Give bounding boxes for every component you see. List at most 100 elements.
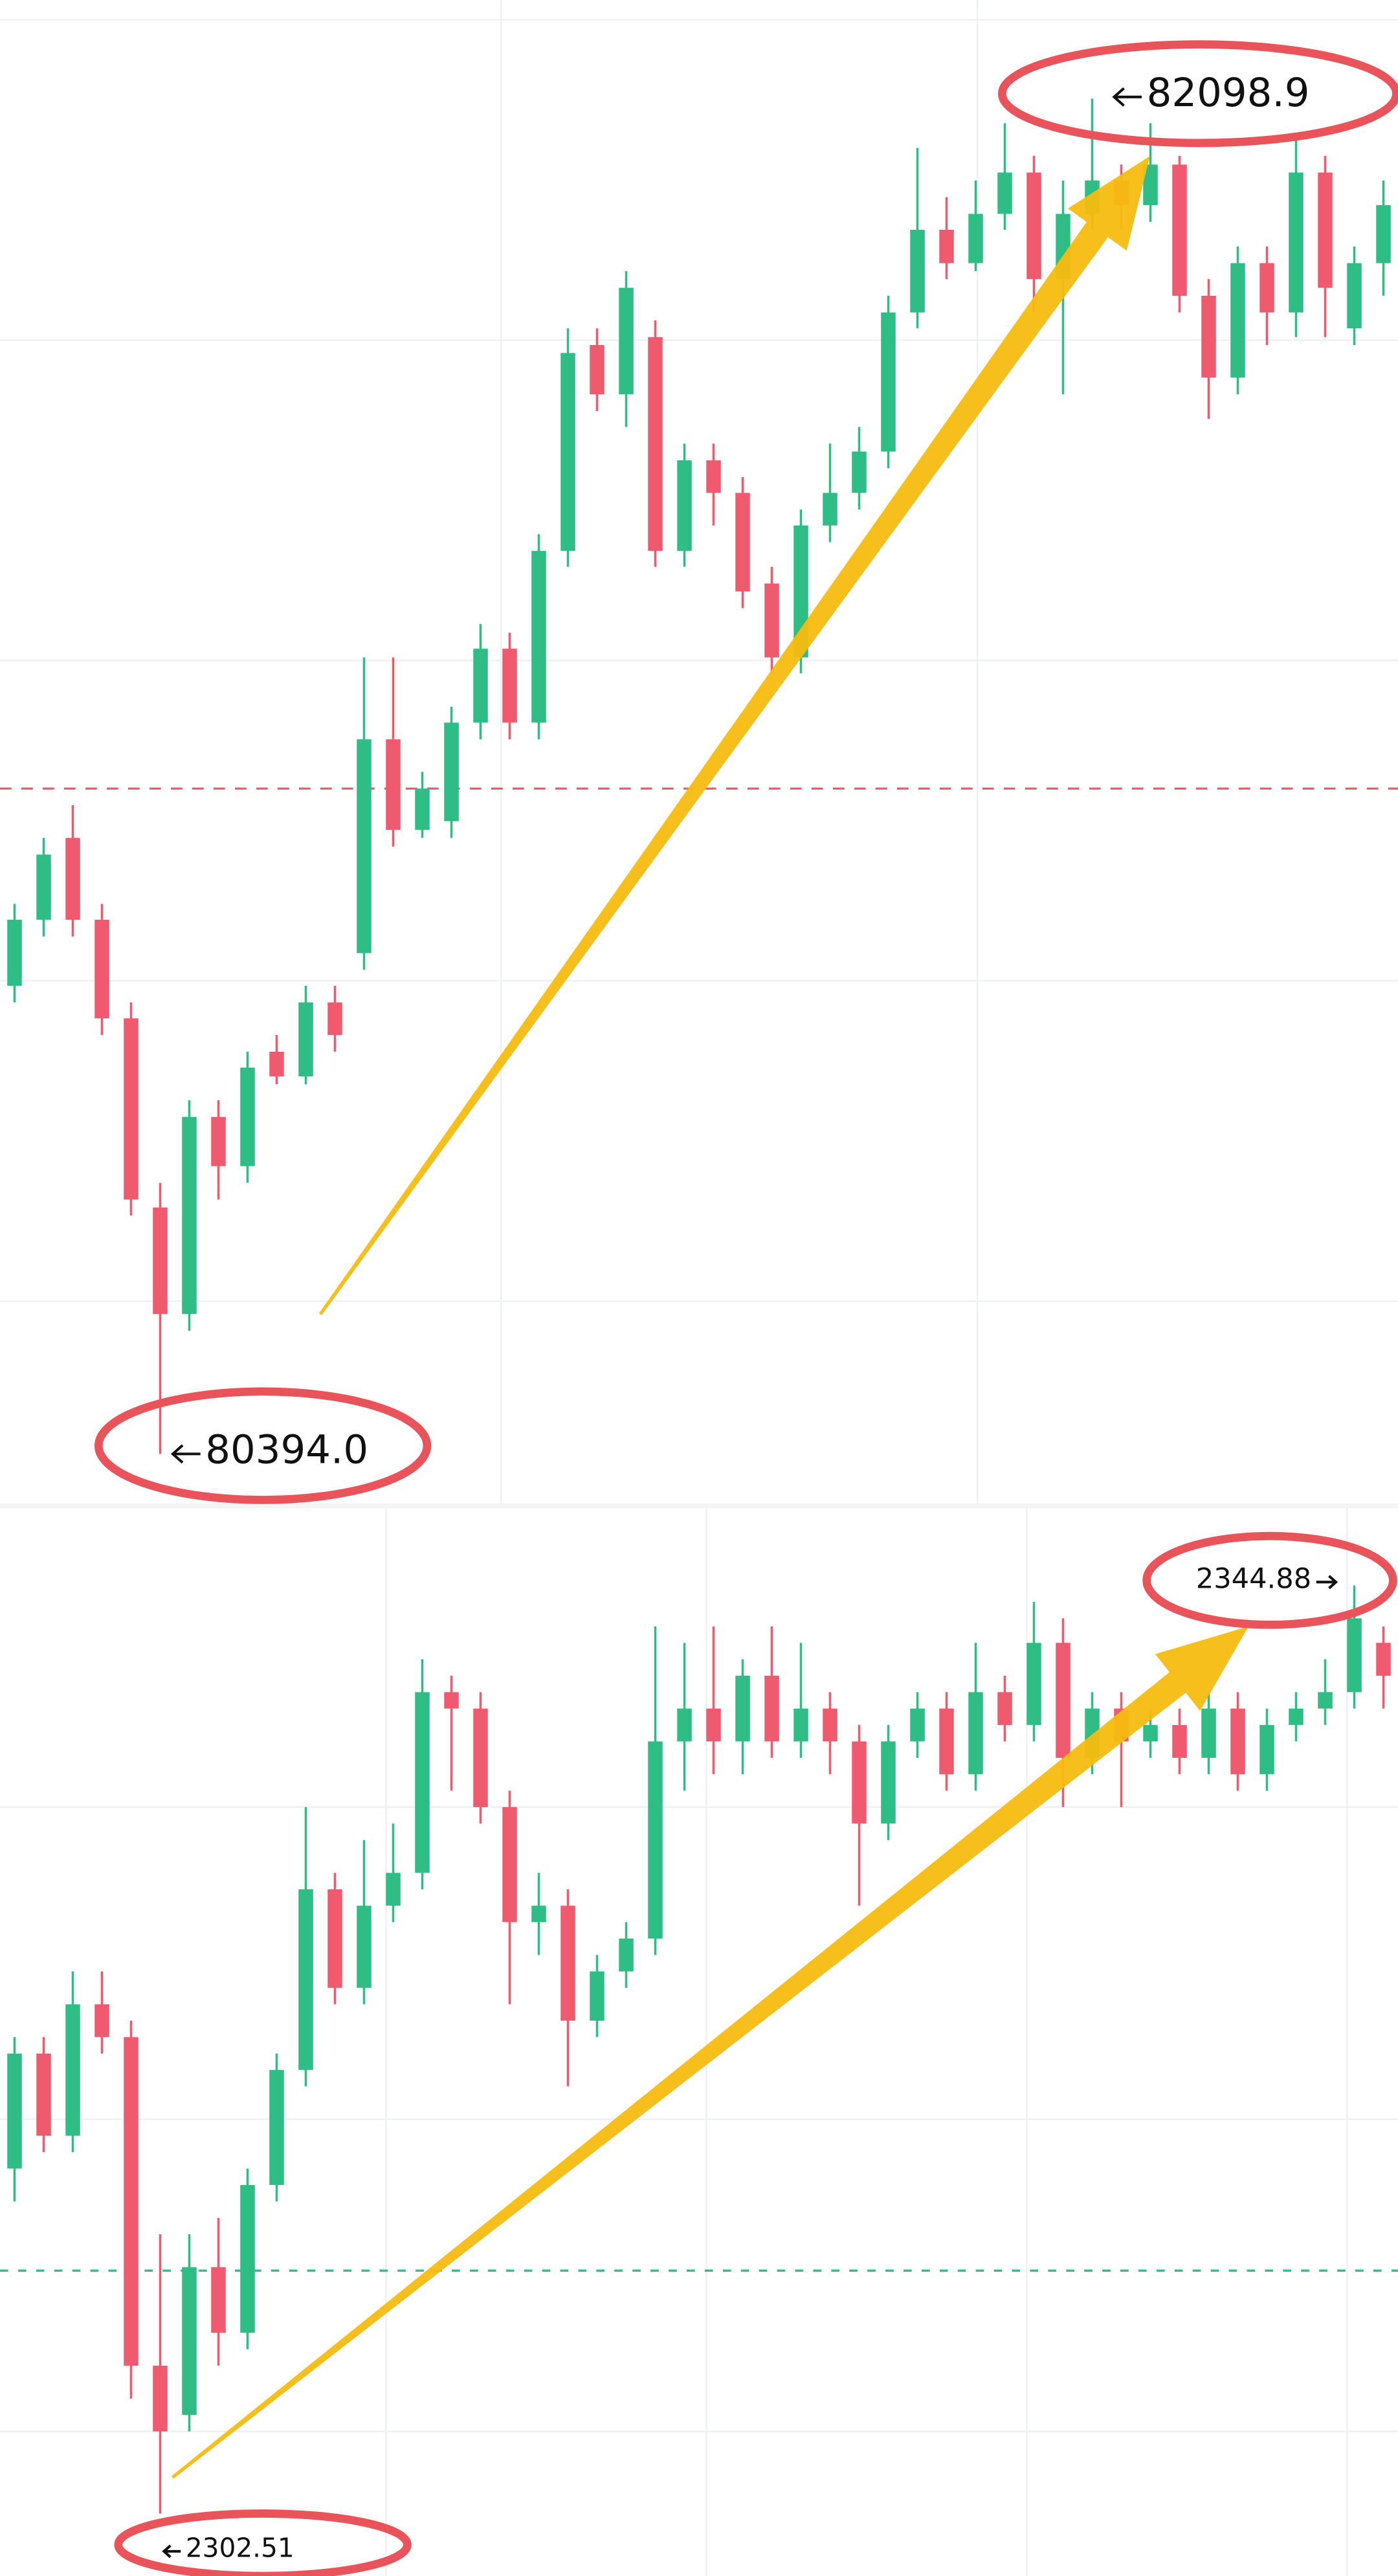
candle-body — [1347, 263, 1362, 329]
candle-body — [1376, 205, 1391, 263]
price-annotation: 2302.51 — [186, 2532, 294, 2563]
candle-body — [1201, 1708, 1216, 1758]
candle-body — [327, 1889, 342, 1988]
candle-body — [1289, 1708, 1304, 1726]
candle-body — [1201, 295, 1216, 378]
candle-body — [298, 1889, 313, 2071]
candle-body — [852, 1741, 867, 1824]
trend-arrow — [318, 156, 1150, 1316]
candle-body — [1056, 1643, 1071, 1758]
candle-body — [211, 1116, 226, 1166]
candle-body — [852, 451, 867, 493]
candle-body — [619, 1938, 634, 1971]
candle-body — [1318, 1692, 1333, 1709]
annotation-arrow — [162, 2544, 181, 2559]
candle-body — [269, 1051, 284, 1076]
candle-body — [648, 1741, 663, 1939]
candle-body — [531, 551, 546, 723]
price-annotation: 82098.9 — [1147, 70, 1310, 116]
candle-body — [1259, 1725, 1274, 1775]
candle-body — [677, 460, 692, 551]
candle-body — [473, 649, 488, 723]
candle-body — [1143, 164, 1158, 205]
candle-body — [124, 2037, 139, 2366]
candle-body — [1230, 1708, 1245, 1775]
candle-body — [939, 229, 954, 263]
candle-body — [182, 2267, 197, 2415]
candle-body — [240, 2184, 255, 2333]
candle-body — [968, 214, 983, 263]
candle-body — [1172, 1725, 1187, 1758]
candle-body — [910, 1708, 925, 1742]
candle-body — [36, 2053, 51, 2136]
candle-body — [7, 2053, 22, 2169]
candle-body — [36, 854, 51, 920]
candle-body — [415, 1692, 430, 1873]
annotation-arrow — [1112, 87, 1142, 107]
candle-body — [1230, 263, 1245, 378]
candle-body — [823, 493, 838, 526]
candle-body — [65, 838, 80, 920]
candle-body — [619, 287, 634, 395]
candle-body — [153, 2366, 168, 2432]
candle-body — [1376, 1643, 1391, 1676]
candle-body — [1318, 172, 1333, 288]
candle-body — [997, 1692, 1012, 1726]
candle-body — [386, 739, 401, 830]
candle-body — [444, 1692, 459, 1709]
candle-body — [1143, 1725, 1158, 1742]
candle-body — [386, 1872, 401, 1906]
candle-body — [94, 2004, 109, 2037]
candle-body — [793, 1708, 808, 1742]
candle-body — [444, 722, 459, 821]
candle-body — [182, 1116, 197, 1315]
candle-body — [357, 739, 372, 953]
candle-body — [269, 2070, 284, 2185]
candle-body — [502, 1807, 517, 1922]
candle-body — [648, 337, 663, 551]
candle-body — [1172, 164, 1187, 296]
candle-body — [939, 1708, 954, 1775]
candle-body — [968, 1692, 983, 1775]
candle-body — [764, 1676, 779, 1742]
candle-body — [560, 1905, 575, 2021]
highlight-ellipse — [94, 1387, 432, 1504]
candle-body — [735, 1676, 750, 1742]
candle-body — [1289, 172, 1304, 313]
candle-body — [997, 172, 1012, 214]
candle-body — [153, 1207, 168, 1315]
candle-body — [881, 1741, 896, 1824]
candle-body — [357, 1905, 372, 1988]
candle-body — [298, 1002, 313, 1076]
candle-body — [1347, 1618, 1362, 1693]
price-annotation: 80394.0 — [205, 1427, 368, 1472]
candle-body — [1259, 263, 1274, 313]
candle-body — [7, 920, 22, 986]
candle-body — [502, 649, 517, 723]
candle-body — [590, 345, 605, 395]
candle-body — [706, 460, 721, 493]
candle-body — [590, 1971, 605, 2021]
candle-body — [881, 312, 896, 452]
candle-body — [65, 2004, 80, 2136]
candle-body — [124, 1018, 139, 1200]
price-annotation: 2344.88 — [1196, 1562, 1311, 1595]
candle-body — [910, 229, 925, 313]
candle-body — [677, 1708, 692, 1742]
candle-body — [327, 1002, 342, 1036]
candle-body — [764, 583, 779, 658]
candle-body — [735, 493, 750, 592]
trend-arrow — [171, 1626, 1249, 2479]
candle-body — [1026, 172, 1041, 280]
candle-body — [706, 1708, 721, 1742]
candle-body — [531, 1905, 546, 1922]
candle-body — [211, 2267, 226, 2333]
candle-body — [94, 920, 109, 1019]
candle-body — [240, 1067, 255, 1166]
candle-body — [1026, 1643, 1041, 1726]
candle-body — [560, 353, 575, 551]
annotation-arrow — [1316, 1575, 1338, 1590]
